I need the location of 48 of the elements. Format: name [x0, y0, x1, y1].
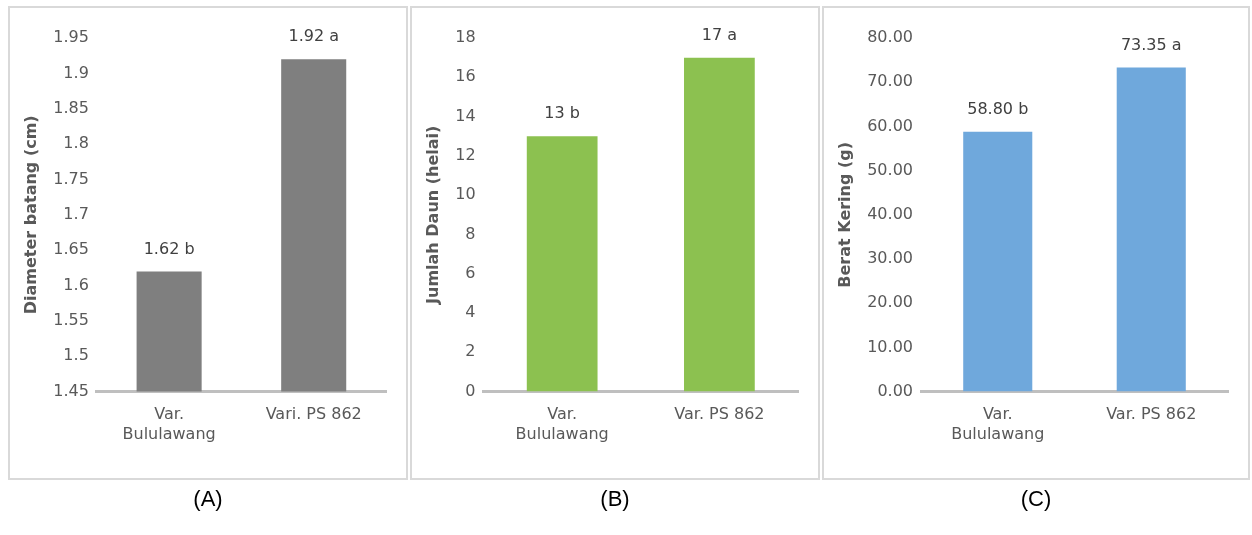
y-tick-label: 1.95 [53, 27, 89, 47]
y-tick-label: 12 [455, 145, 476, 165]
x-tick-label: Var. Bululawang [951, 404, 1045, 443]
y-tick-label: 50.00 [867, 159, 913, 179]
y-tick-label: 10 [455, 184, 476, 204]
y-tick-label: 40.00 [867, 203, 913, 223]
y-tick-label: 1.6 [63, 274, 89, 294]
y-tick-label: 1.9 [63, 62, 89, 82]
data-label: 1.92 a [288, 26, 339, 46]
x-tick-label: Var. Bululawang [515, 404, 609, 443]
data-label: 73.35 a [1120, 34, 1182, 54]
y-tick-label: 1.55 [53, 310, 89, 330]
text: (C) [1019, 486, 1053, 512]
text: (B) [599, 486, 631, 512]
data-label: 1.62 b [143, 238, 195, 258]
y-tick-label: 0 [465, 380, 476, 400]
y-tick-label: 20.00 [867, 292, 913, 312]
x-tick-label: Vari. PS 862 [265, 404, 362, 424]
y-tick-label: 1.65 [53, 239, 89, 259]
x-tick-label: Var. PS 862 [1106, 404, 1197, 424]
y-tick-label: 8 [465, 223, 476, 243]
y-tick-label: 80.00 [867, 27, 913, 47]
y-tick-label: 10.00 [867, 336, 913, 356]
y-axis-title: Diameter batang (cm) [20, 115, 40, 315]
y-tick-label: 1.8 [63, 133, 89, 153]
y-tick-label: 16 [455, 66, 476, 86]
y-tick-label: 60.00 [867, 115, 913, 135]
y-tick-label: 1.7 [63, 203, 89, 223]
y-tick-label: 1.75 [53, 168, 89, 188]
y-tick-label: 18 [455, 27, 476, 47]
y-tick-label: 14 [455, 105, 476, 125]
data-label: 58.80 b [967, 98, 1029, 118]
y-tick-label: 6 [465, 262, 476, 282]
x-tick-label: Var. Bululawang [122, 404, 216, 443]
y-tick-label: 1.5 [63, 345, 89, 365]
data-label: 17 a [701, 24, 738, 44]
y-axis-title: Berat Kering (g) [834, 141, 854, 288]
y-tick-label: 1.45 [53, 380, 89, 400]
y-tick-label: 1.85 [53, 97, 89, 117]
y-axis-title: Jumlah Daun (helai) [422, 125, 442, 305]
x-tick-label: Var. PS 862 [674, 404, 765, 424]
y-tick-label: 4 [465, 302, 476, 322]
text: (A) [192, 486, 224, 512]
y-tick-label: 2 [465, 341, 476, 361]
y-tick-label: 30.00 [867, 248, 913, 268]
data-label: 13 b [544, 103, 580, 123]
y-tick-label: 70.00 [867, 71, 913, 91]
y-tick-label: 0.00 [877, 380, 913, 400]
